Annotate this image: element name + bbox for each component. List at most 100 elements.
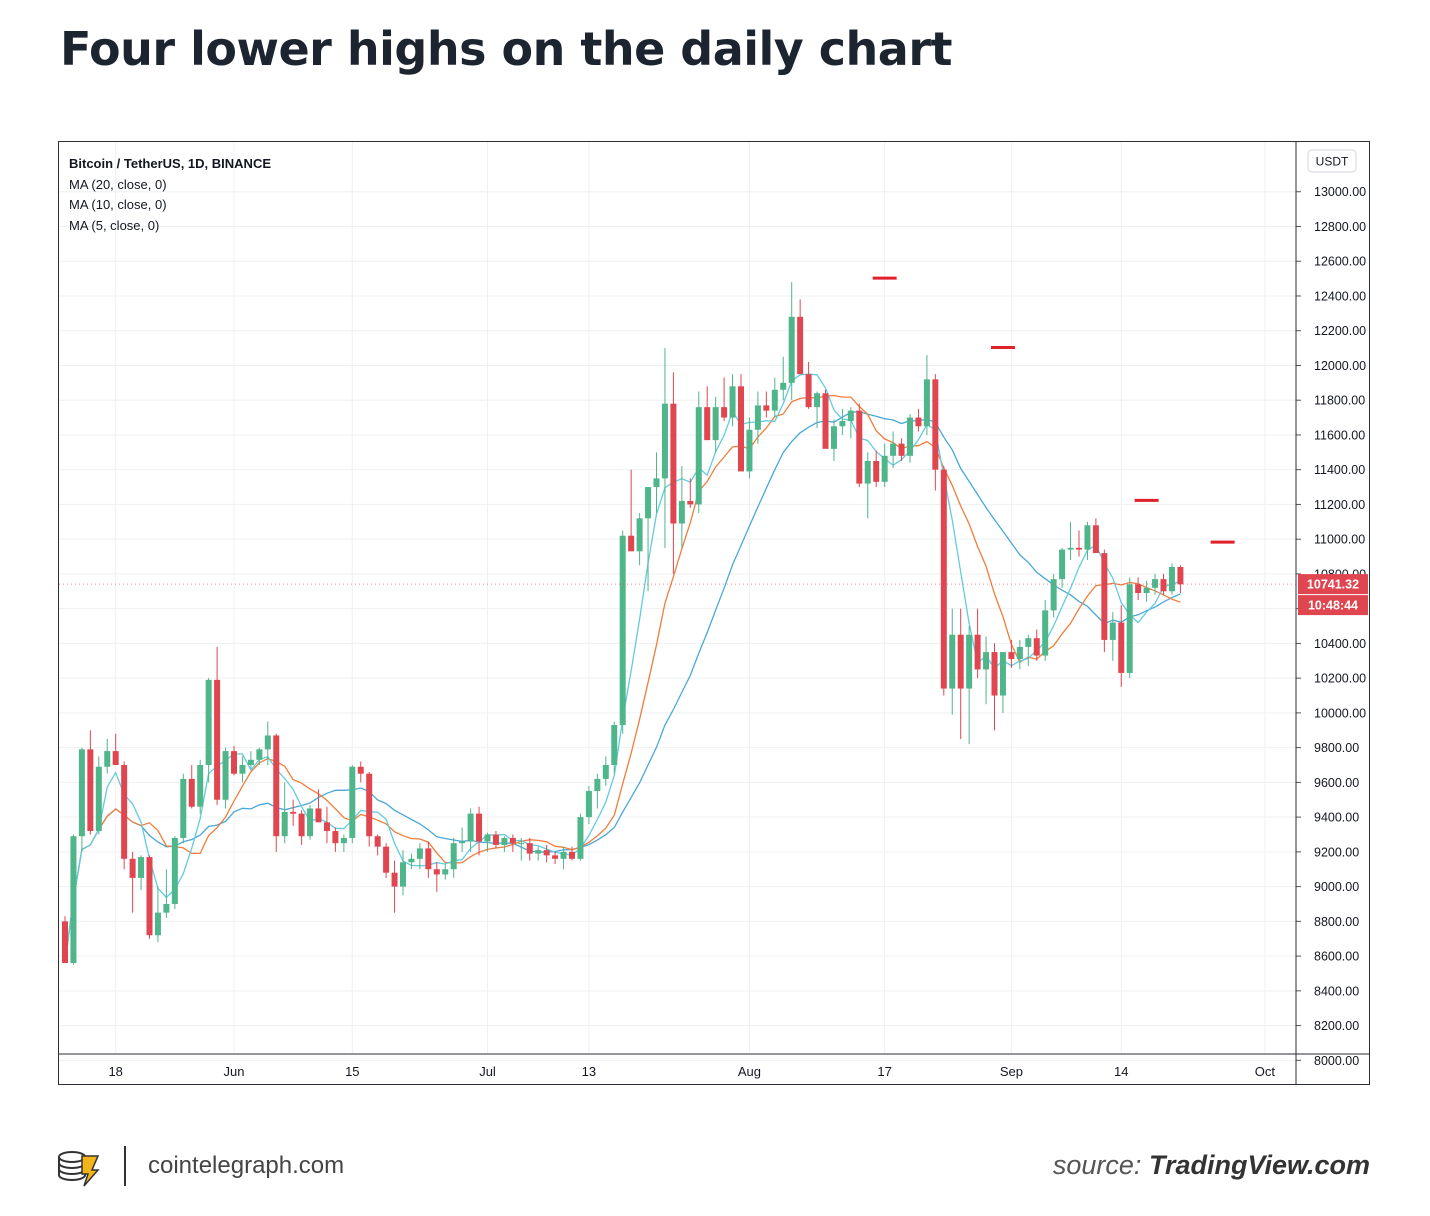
x-tick-label: 15 [345, 1064, 359, 1079]
candle-up [949, 608, 956, 715]
y-tick-label: 10400.00 [1314, 637, 1366, 651]
candle-body [214, 679, 221, 800]
candle-body [721, 407, 728, 418]
ma5-label[interactable]: MA (5, close, 0) [69, 217, 160, 233]
candle-down [687, 478, 694, 508]
candle-up [907, 414, 913, 463]
candle-body [1177, 566, 1184, 585]
symbol-label[interactable]: Bitcoin / TetherUS, 1D, BINANCE [69, 156, 272, 171]
source-prefix: source: [1052, 1150, 1149, 1180]
candle-up [1168, 563, 1175, 595]
candle-down [87, 730, 94, 835]
candles [62, 282, 1184, 965]
candle-body [129, 858, 136, 878]
y-tick-label: 9600.00 [1314, 776, 1359, 790]
candle-body [687, 500, 694, 505]
candle-up [594, 773, 601, 809]
candle-up [729, 374, 736, 427]
y-tick-label: 9400.00 [1314, 811, 1359, 825]
candle-down [492, 831, 499, 849]
ma20-label[interactable]: MA (20, close, 0) [69, 176, 167, 192]
candle-up [70, 834, 77, 965]
candle-body [932, 379, 939, 470]
candle-down [569, 846, 575, 861]
candle-up [1042, 599, 1049, 661]
candle-body [923, 379, 930, 427]
candle-body [95, 766, 102, 832]
candle-down [704, 386, 711, 441]
candle-up [416, 843, 423, 870]
candle-down [974, 608, 981, 679]
candle-down [290, 799, 297, 826]
candle-body [281, 811, 288, 837]
candle-up [645, 487, 652, 592]
candle-down [1118, 605, 1125, 687]
candle-down [526, 837, 533, 861]
candle-up [1050, 573, 1057, 618]
y-tick-label: 8600.00 [1314, 950, 1359, 964]
candle-body [357, 766, 364, 774]
candle-down [738, 374, 744, 472]
candle-up [602, 756, 609, 786]
chart-panel[interactable]: 8000.00 8200.00 8400.00 8600.00 8800.00 9000.… [58, 141, 1370, 1085]
candle-up [881, 443, 888, 488]
candle-up [585, 785, 592, 825]
candle-up [154, 886, 161, 943]
ma10-label[interactable]: MA (10, close, 0) [69, 197, 167, 212]
price-tag-label: 10741.32 [1307, 578, 1359, 592]
x-tick-label: Jun [224, 1064, 245, 1079]
candle-up [467, 808, 474, 852]
candle-down [425, 841, 432, 878]
candle-down [957, 608, 964, 739]
candle-up [619, 530, 626, 734]
candle-down [1135, 577, 1142, 600]
candle-up [712, 396, 719, 453]
candle-body [754, 405, 761, 430]
candle-down [1076, 530, 1082, 557]
candle-body [1025, 638, 1032, 647]
candle-body [771, 389, 778, 411]
candle-up [830, 419, 837, 461]
candle-body [425, 848, 432, 870]
ma20-line [64, 410, 1181, 964]
candle-up [678, 466, 685, 548]
candle-body [180, 778, 187, 838]
candlestick-chart[interactable]: 8000.00 8200.00 8400.00 8600.00 8800.00 9000.… [59, 142, 1369, 1084]
candle-up [535, 846, 542, 861]
candle-body [890, 443, 897, 456]
candle-down [797, 299, 804, 375]
candle-body [746, 429, 753, 472]
candle-body [383, 846, 390, 873]
candle-body [822, 393, 829, 449]
y-tick-label: 9200.00 [1314, 845, 1359, 859]
candle-up [890, 431, 897, 468]
candle-body [856, 410, 863, 484]
candle-up [163, 869, 170, 918]
candle-body [805, 374, 812, 408]
candle-body [763, 405, 770, 411]
candle-body [374, 836, 381, 847]
candle-up [577, 813, 584, 861]
y-tick-label: 12400.00 [1314, 289, 1366, 303]
candle-body [535, 850, 542, 854]
candle-body [1033, 638, 1040, 656]
candle-body [738, 386, 744, 472]
candle-up [104, 738, 111, 774]
candle-down [628, 469, 635, 552]
candle-body [290, 811, 297, 814]
candle-down [366, 771, 373, 847]
candle-body [197, 765, 204, 807]
candle-up [999, 652, 1006, 713]
candle-body [552, 855, 559, 859]
y-tick-label: 11600.00 [1314, 428, 1365, 442]
candle-body [526, 843, 533, 854]
candle-body [983, 652, 990, 670]
candle-body [577, 817, 584, 859]
candle-up [256, 747, 263, 765]
countdown-tag-label: 10:48:44 [1308, 599, 1358, 613]
candle-body [695, 407, 702, 505]
y-tick-label: 9800.00 [1314, 741, 1359, 755]
candle-up [95, 756, 102, 835]
candle-body [298, 813, 305, 837]
candle-body [661, 403, 668, 479]
